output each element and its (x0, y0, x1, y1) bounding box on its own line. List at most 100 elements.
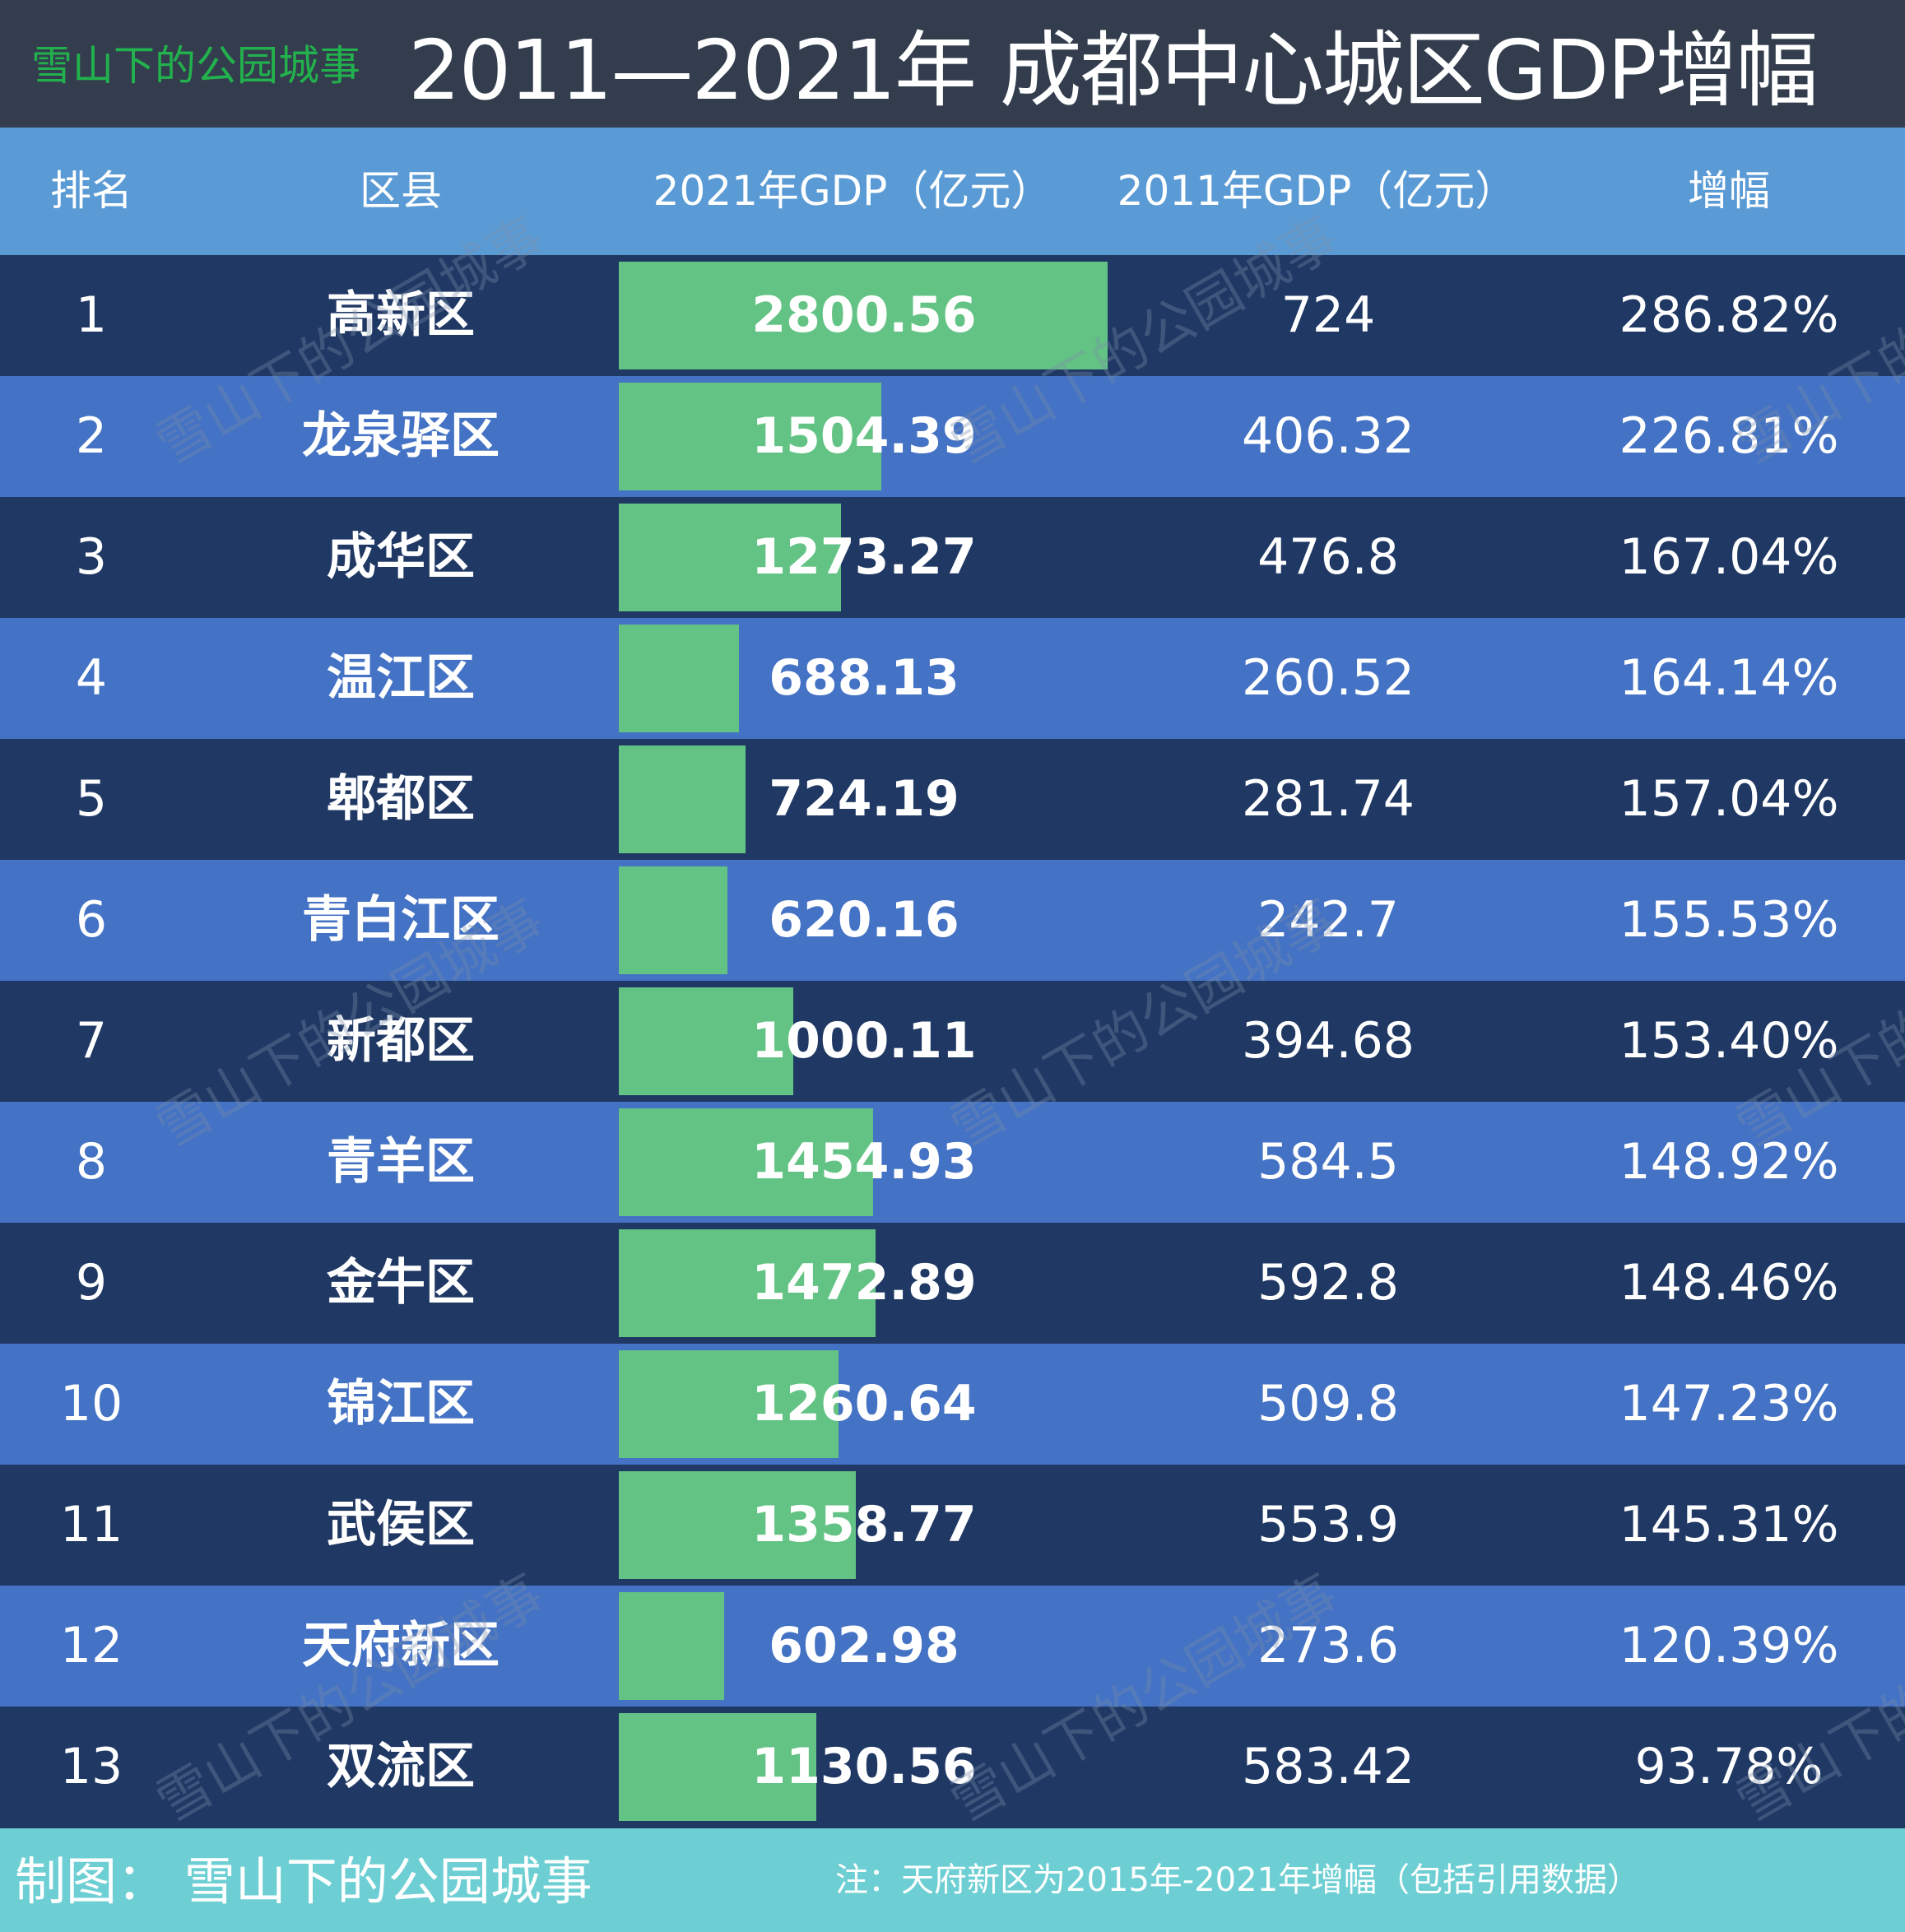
gdp2011-cell: 509.8 (1257, 1375, 1399, 1433)
rank-cell: 6 (75, 891, 108, 949)
growth-cell: 286.82% (1619, 286, 1839, 344)
gdp2021-cell: 1472.89 (751, 1254, 977, 1312)
rank-cell: 11 (59, 1496, 123, 1553)
district-cell: 温江区 (327, 649, 475, 707)
district-cell: 青羊区 (327, 1133, 475, 1191)
district-cell: 成华区 (327, 528, 475, 586)
table-row: 8 青羊区 1454.93 584.5 148.92% (0, 1102, 1905, 1223)
brand-label: 雪山下的公园城事 (31, 42, 360, 90)
gdp2011-cell: 260.52 (1242, 649, 1415, 707)
district-cell: 高新区 (327, 286, 475, 344)
growth-cell: 157.04% (1619, 770, 1839, 828)
gdp2011-cell: 584.5 (1257, 1133, 1399, 1191)
page-title: 2011—2021年 成都中心城区GDP增幅 (408, 22, 1819, 118)
growth-cell: 148.46% (1619, 1254, 1839, 1312)
table-row: 4 温江区 688.13 260.52 164.14% (0, 618, 1905, 739)
footer: 制图： 雪山下的公园城事 注：天府新区为2015年-2021年增幅（包括引用数据… (0, 1828, 1905, 1932)
growth-cell: 164.14% (1619, 649, 1839, 707)
rank-cell: 12 (59, 1617, 123, 1674)
rank-cell: 9 (75, 1254, 108, 1312)
gdp2011-cell: 273.6 (1257, 1617, 1399, 1674)
gdp2021-cell: 1454.93 (751, 1133, 977, 1191)
rank-cell: 13 (59, 1738, 123, 1795)
gdp2021-bar (619, 504, 842, 611)
table-body: 1 高新区 2800.56 724 286.82% 2 龙泉驿区 1504.39 406.32 2… (0, 255, 1905, 1828)
gdp2021-cell: 602.98 (769, 1617, 959, 1674)
growth-cell: 167.04% (1619, 528, 1839, 586)
gdp2011-cell: 583.42 (1242, 1738, 1415, 1795)
table-row: 5 郫都区 724.19 281.74 157.04% (0, 739, 1905, 860)
gdp2021-cell: 2800.56 (751, 286, 977, 344)
gdp2021-cell: 1358.77 (751, 1496, 977, 1553)
gdp2021-cell: 1130.56 (751, 1738, 977, 1795)
table-row: 9 金牛区 1472.89 592.8 148.46% (0, 1223, 1905, 1344)
district-cell: 龙泉驿区 (302, 407, 499, 465)
gdp2021-bar (619, 262, 1108, 369)
gdp2011-cell: 394.68 (1242, 1012, 1415, 1070)
table-row: 13 双流区 1130.56 583.42 93.78% (0, 1707, 1905, 1828)
credit-label: 制图： 雪山下的公园城事 (15, 1851, 592, 1911)
column-header-district: 区县 (360, 167, 442, 215)
district-cell: 武侯区 (327, 1496, 475, 1553)
table-row: 7 新都区 1000.11 394.68 153.40% (0, 981, 1905, 1102)
rank-cell: 8 (75, 1133, 108, 1191)
column-header-growth: 增幅 (1688, 167, 1770, 215)
gdp2021-bar (619, 745, 746, 853)
gdp2021-cell: 1000.11 (751, 1012, 977, 1070)
gdp2021-bar (619, 383, 882, 490)
gdp2021-bar (619, 1108, 873, 1216)
growth-cell: 93.78% (1634, 1738, 1824, 1795)
growth-cell: 147.23% (1619, 1375, 1839, 1433)
growth-cell: 148.92% (1619, 1133, 1839, 1191)
growth-cell: 155.53% (1619, 891, 1839, 949)
district-cell: 郫都区 (327, 770, 475, 828)
growth-cell: 226.81% (1619, 407, 1839, 465)
growth-cell: 145.31% (1619, 1496, 1839, 1553)
table-row: 12 天府新区 602.98 273.6 120.39% (0, 1586, 1905, 1707)
column-header-gdp2011: 2011年GDP（亿元） (1117, 167, 1517, 215)
gdp2021-cell: 1504.39 (751, 407, 977, 465)
table-row: 3 成华区 1273.27 476.8 167.04% (0, 497, 1905, 618)
growth-cell: 120.39% (1619, 1617, 1839, 1674)
rank-cell: 10 (59, 1375, 123, 1433)
gdp2021-bar (619, 1471, 857, 1579)
column-header-rank: 排名 (50, 167, 132, 215)
district-cell: 双流区 (327, 1738, 475, 1795)
gdp2011-cell: 592.8 (1257, 1254, 1399, 1312)
column-header-gdp2021: 2021年GDP（亿元） (653, 167, 1052, 215)
footnote: 注：天府新区为2015年-2021年增幅（包括引用数据） (835, 1861, 1641, 1899)
gdp2011-cell: 242.7 (1257, 891, 1399, 949)
gdp2021-cell: 724.19 (769, 770, 959, 828)
rank-cell: 2 (75, 407, 108, 465)
district-cell: 金牛区 (327, 1254, 475, 1312)
rank-cell: 1 (75, 286, 108, 344)
gdp2021-cell: 1260.64 (751, 1375, 977, 1433)
rank-cell: 3 (75, 528, 108, 586)
gdp2011-cell: 281.74 (1242, 770, 1415, 828)
table-row: 10 锦江区 1260.64 509.8 147.23% (0, 1344, 1905, 1465)
table-row: 6 青白江区 620.16 242.7 155.53% (0, 860, 1905, 981)
district-cell: 天府新区 (302, 1617, 499, 1674)
gdp2011-cell: 553.9 (1257, 1496, 1399, 1553)
gdp2021-cell: 688.13 (769, 649, 959, 707)
gdp2021-bar (619, 1592, 724, 1700)
gdp2021-bar (619, 625, 739, 732)
rank-cell: 4 (75, 649, 108, 707)
rank-cell: 5 (75, 770, 108, 828)
gdp2021-bar (619, 1229, 876, 1337)
gdp2021-bar (619, 987, 794, 1095)
gdp2011-cell: 476.8 (1257, 528, 1399, 586)
column-header-row: 排名 区县 2021年GDP（亿元） 2011年GDP（亿元） 增幅 (0, 128, 1905, 255)
table-row: 11 武侯区 1358.77 553.9 145.31% (0, 1465, 1905, 1586)
title-bar: 雪山下的公园城事 2011—2021年 成都中心城区GDP增幅 (0, 0, 1905, 128)
growth-cell: 153.40% (1619, 1012, 1839, 1070)
table-row: 2 龙泉驿区 1504.39 406.32 226.81% (0, 376, 1905, 497)
gdp2021-bar (619, 1713, 816, 1821)
table-row: 1 高新区 2800.56 724 286.82% (0, 255, 1905, 376)
gdp2011-cell: 406.32 (1242, 407, 1415, 465)
gdp2021-cell: 1273.27 (751, 528, 977, 586)
district-cell: 青白江区 (302, 891, 499, 949)
gdp2021-bar (619, 866, 727, 974)
district-cell: 锦江区 (327, 1375, 475, 1433)
gdp2021-bar (619, 1350, 839, 1458)
